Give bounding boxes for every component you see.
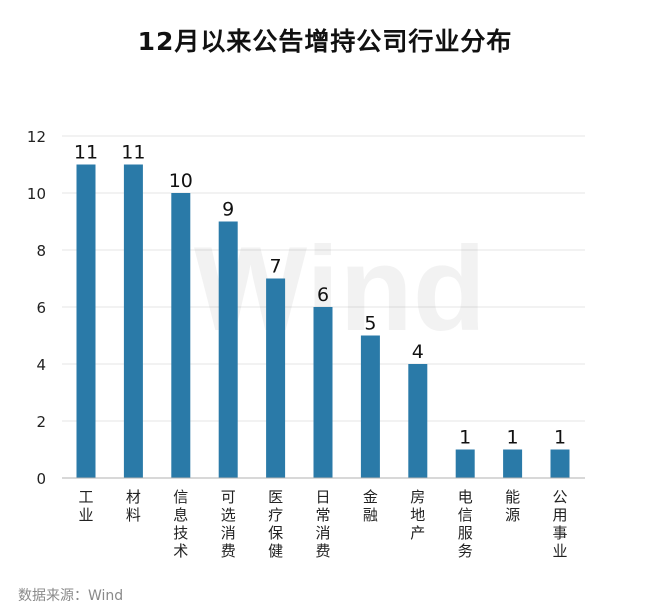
y-tick-label: 12 bbox=[27, 128, 46, 146]
x-tick-label: 信息技术 bbox=[173, 488, 188, 560]
bar bbox=[408, 364, 428, 478]
bar bbox=[455, 449, 475, 478]
x-tick-label: 工业 bbox=[78, 488, 93, 524]
x-tick-label: 日常消费 bbox=[315, 488, 330, 560]
source-note: 数据来源：Wind bbox=[18, 588, 124, 604]
watermark: Wind bbox=[194, 222, 486, 356]
x-tick-label: 材料 bbox=[126, 488, 141, 524]
x-tick-label: 房地产 bbox=[410, 488, 425, 542]
y-tick-label: 10 bbox=[27, 185, 46, 203]
data-label: 1 bbox=[459, 427, 471, 449]
data-label: 9 bbox=[222, 199, 234, 221]
bars bbox=[76, 164, 570, 478]
y-tick-label: 4 bbox=[36, 356, 46, 374]
data-label: 1 bbox=[554, 427, 566, 449]
y-tick-label: 2 bbox=[36, 413, 46, 431]
x-tick-label: 公用事业 bbox=[552, 488, 567, 560]
bar bbox=[171, 193, 191, 478]
data-label: 6 bbox=[317, 284, 329, 306]
y-tick-label: 8 bbox=[36, 242, 46, 260]
y-tick-label: 6 bbox=[36, 299, 46, 317]
bar bbox=[266, 278, 286, 478]
x-tick-label: 可选消费 bbox=[221, 488, 236, 560]
data-label: 4 bbox=[412, 341, 424, 363]
bar bbox=[313, 307, 333, 478]
bar bbox=[503, 449, 523, 478]
x-tick-label: 电信服务 bbox=[458, 488, 473, 560]
data-label: 1 bbox=[507, 427, 519, 449]
y-axis-ticks: 0 2 4 6 8 10 12 bbox=[27, 128, 46, 488]
data-label: 11 bbox=[74, 142, 98, 164]
x-tick-label: 能源 bbox=[505, 488, 520, 524]
data-label: 7 bbox=[270, 256, 282, 278]
bar bbox=[76, 164, 96, 478]
x-tick-label: 金融 bbox=[363, 488, 378, 524]
data-label: 10 bbox=[169, 170, 193, 192]
bar bbox=[360, 335, 380, 478]
bar bbox=[123, 164, 143, 478]
data-label: 5 bbox=[364, 313, 376, 335]
data-label: 11 bbox=[121, 142, 145, 164]
chart-title: 12月以来公告增持公司行业分布 bbox=[137, 27, 513, 56]
y-tick-label: 0 bbox=[36, 470, 46, 488]
bar bbox=[218, 221, 238, 478]
x-tick-label: 医疗保健 bbox=[268, 488, 283, 560]
bar bbox=[550, 449, 570, 478]
